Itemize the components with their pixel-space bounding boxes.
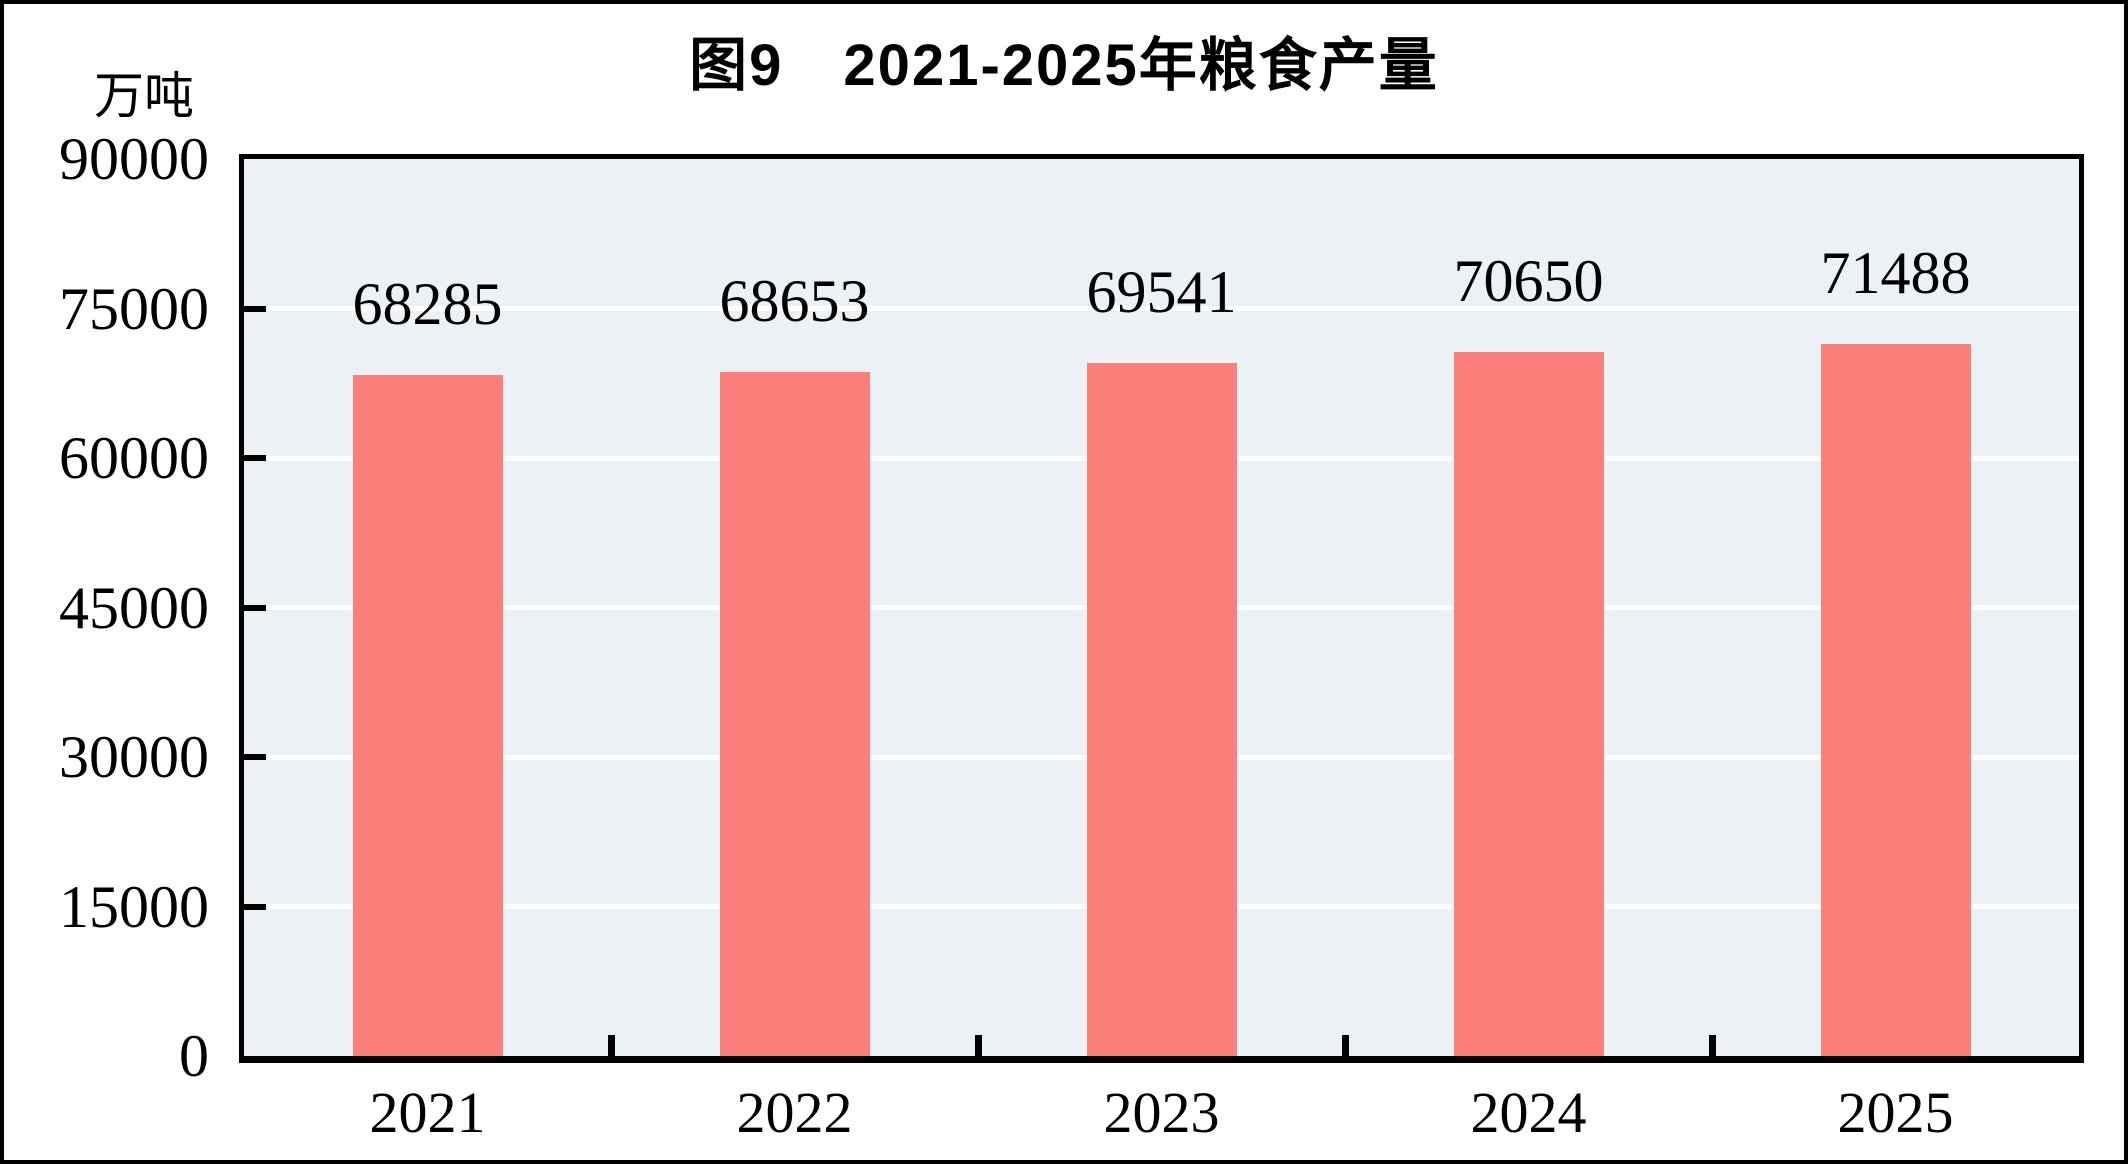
y-axis-label: 45000	[59, 574, 209, 641]
chart-title: 图9 2021-2025年粮食产量	[689, 33, 1439, 98]
y-axis-label: 30000	[59, 724, 209, 790]
gridline	[244, 306, 2079, 311]
bar	[1453, 351, 1604, 1056]
bar-value-label: 68653	[719, 267, 870, 334]
bar	[1086, 362, 1237, 1056]
bar-value-label: 68285	[352, 271, 503, 338]
y-axis-label: 60000	[59, 425, 209, 491]
x-axis-label: 2021	[369, 1080, 486, 1145]
x-axis-label: 2023	[1103, 1080, 1220, 1145]
y-axis-tick	[244, 455, 266, 461]
x-axis-tick	[1341, 1035, 1349, 1056]
bar	[1820, 343, 1971, 1056]
bar	[352, 375, 503, 1056]
bar	[719, 371, 870, 1056]
x-axis-label: 2025	[1837, 1080, 1954, 1145]
y-axis-labels: 0 15000 30000 45000 60000 75000 90000	[4, 4, 209, 1160]
plot-area: 68285 68653 69541 70650 71488	[239, 154, 2084, 1063]
bar-value-label: 70650	[1453, 247, 1604, 314]
y-axis-tick	[244, 903, 266, 910]
x-axis-label: 2024	[1470, 1080, 1587, 1145]
y-axis-tick	[244, 754, 266, 760]
y-axis-tick	[244, 604, 266, 611]
x-axis-tick	[607, 1035, 615, 1056]
x-axis-labels: 2021 2022 2023 2024 2025	[4, 4, 2124, 1160]
x-axis-tick	[974, 1035, 982, 1056]
bar-value-label: 69541	[1086, 258, 1237, 325]
x-axis-label: 2022	[736, 1080, 853, 1145]
y-axis-label: 90000	[59, 126, 209, 192]
y-axis-label: 0	[179, 1023, 209, 1089]
y-axis-label: 75000	[59, 275, 209, 342]
y-axis-tick	[244, 305, 266, 312]
x-axis-tick	[1708, 1035, 1716, 1056]
y-axis-unit-label: 万吨	[94, 68, 194, 124]
bar-value-label: 71488	[1820, 239, 1971, 306]
y-axis-label: 15000	[59, 873, 209, 940]
